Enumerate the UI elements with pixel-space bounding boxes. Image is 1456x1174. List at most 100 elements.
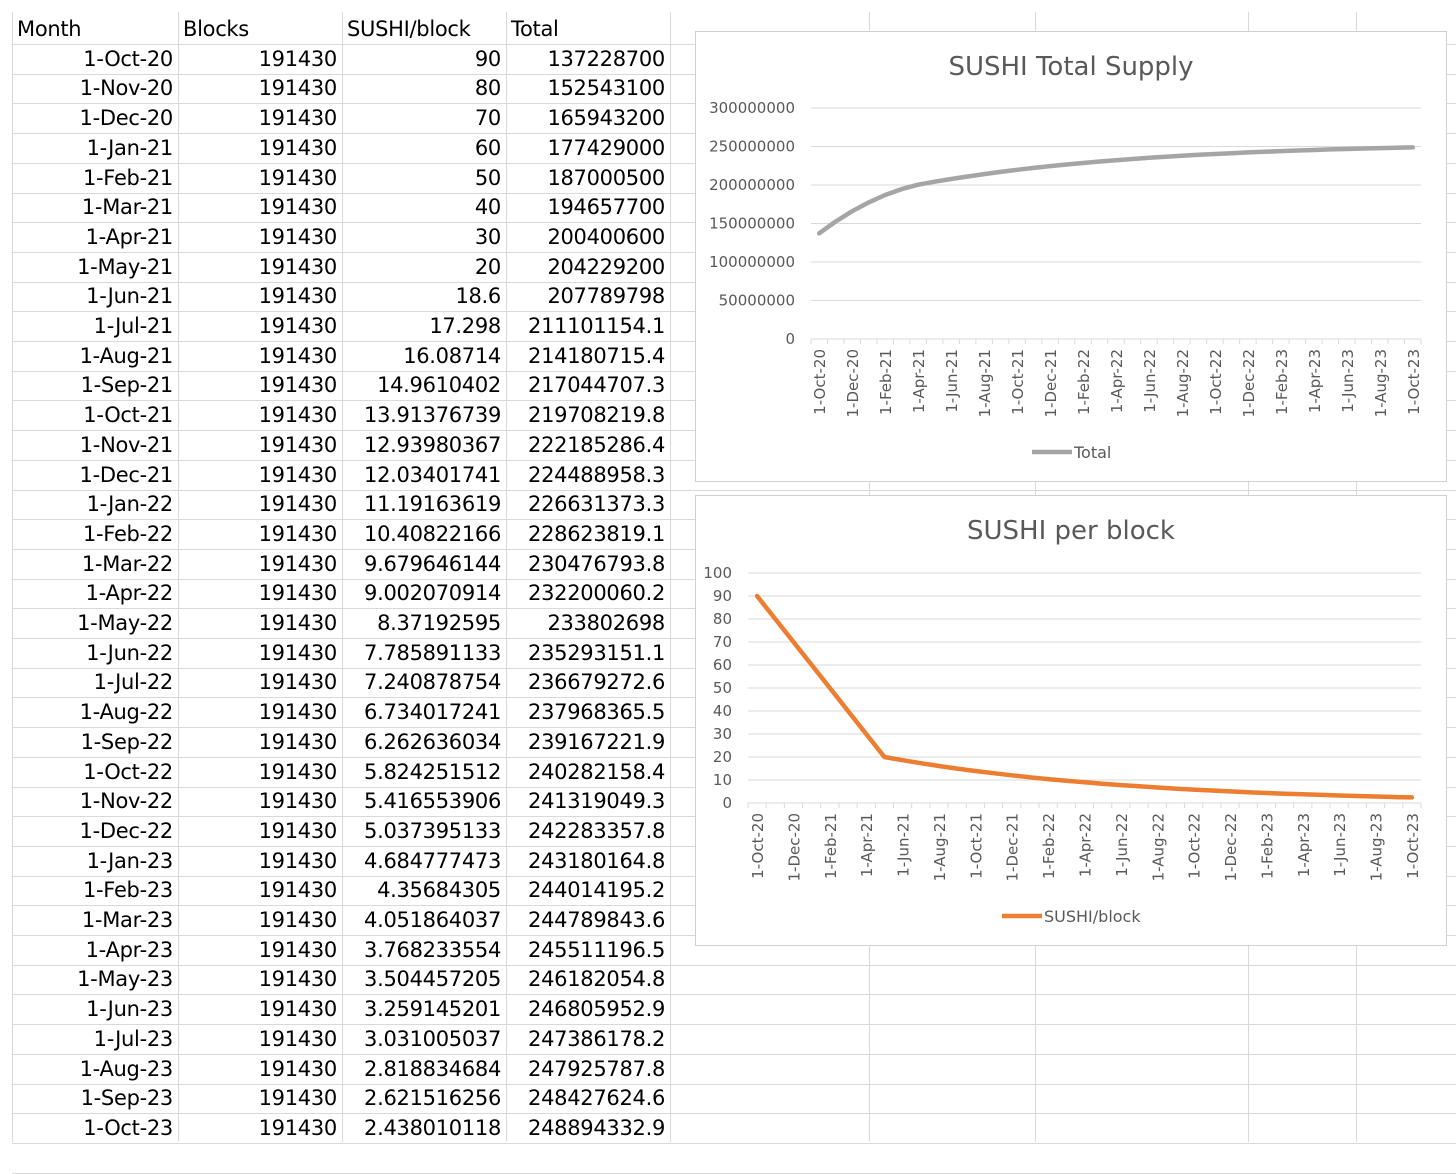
table-cell[interactable]: 1-Feb-23 [82,878,173,902]
table-cell[interactable]: 1-Apr-22 [85,581,174,605]
table-cell[interactable]: 240282158.4 [528,760,665,784]
table-cell[interactable]: 191430 [258,136,338,160]
table-cell[interactable]: 191430 [258,997,338,1021]
table-cell[interactable]: 1-May-22 [77,611,173,635]
table-cell[interactable]: 191430 [258,76,338,100]
table-cell[interactable]: 191430 [258,581,338,605]
table-cell[interactable]: 191430 [258,1027,338,1051]
table-cell[interactable]: 191430 [258,552,338,576]
table-cell[interactable]: 200400600 [547,225,665,249]
table-cell[interactable]: 191430 [258,433,338,457]
table-cell[interactable]: 50 [474,166,501,190]
table-cell[interactable]: 246182054.8 [528,967,665,991]
table-cell[interactable]: 191430 [258,641,338,665]
table-cell[interactable]: 5.824251512 [364,760,501,784]
table-cell[interactable]: 6.734017241 [364,700,501,724]
table-cell[interactable]: 1-Aug-23 [79,1057,174,1081]
table-cell[interactable]: 1-Dec-22 [79,819,174,843]
table-cell[interactable]: 1-May-21 [77,255,173,279]
table-cell[interactable]: 247386178.2 [528,1027,665,1051]
table-cell[interactable]: 16.08714 [403,344,501,368]
table-cell[interactable]: 7.785891133 [364,641,501,665]
table-cell[interactable]: 1-Mar-22 [81,552,173,576]
table-cell[interactable]: 1-Mar-23 [81,908,173,932]
table-cell[interactable]: 2.621516256 [364,1086,501,1110]
table-cell[interactable]: 3.259145201 [364,997,501,1021]
table-cell[interactable]: 20 [474,255,501,279]
table-cell[interactable]: 232200060.2 [528,581,665,605]
table-cell[interactable]: 4.35684305 [377,878,501,902]
table-cell[interactable]: 207789798 [547,284,665,308]
table-cell[interactable]: 1-Aug-21 [79,344,174,368]
table-cell[interactable]: 3.031005037 [364,1027,501,1051]
table-cell[interactable]: 191430 [258,522,338,546]
table-cell[interactable]: 1-Oct-22 [83,760,173,784]
table-cell[interactable]: 246805952.9 [528,997,665,1021]
table-cell[interactable]: 191430 [258,760,338,784]
table-cell[interactable]: 165943200 [547,106,665,130]
table-cell[interactable]: 1-Jan-23 [86,849,174,873]
table-cell[interactable]: 1-May-23 [77,967,173,991]
table-cell[interactable]: 191430 [258,314,338,338]
table-cell[interactable]: 14.9610402 [377,373,501,397]
table-cell[interactable]: 1-Apr-23 [85,938,174,962]
table-cell[interactable]: 191430 [258,967,338,991]
table-cell[interactable]: 247925787.8 [528,1057,665,1081]
column-header[interactable]: Blocks [183,17,249,41]
table-cell[interactable]: 1-Jul-22 [93,670,174,694]
table-cell[interactable]: 1-Nov-21 [79,433,174,457]
table-cell[interactable]: 241319049.3 [528,789,665,813]
table-cell[interactable]: 237968365.5 [528,700,665,724]
table-cell[interactable]: 1-Feb-22 [82,522,173,546]
table-cell[interactable]: 222185286.4 [528,433,665,457]
table-cell[interactable]: 245511196.5 [528,938,665,962]
table-cell[interactable]: 1-Nov-22 [79,789,174,813]
table-cell[interactable]: 30 [474,225,501,249]
table-cell[interactable]: 243180164.8 [528,849,665,873]
table-cell[interactable]: 228623819.1 [528,522,665,546]
table-cell[interactable]: 235293151.1 [528,641,665,665]
table-cell[interactable]: 12.93980367 [364,433,501,457]
column-header[interactable]: Total [511,17,559,41]
table-cell[interactable]: 9.679646144 [364,552,501,576]
table-cell[interactable]: 18.6 [455,284,501,308]
table-cell[interactable]: 11.19163619 [364,492,501,516]
table-cell[interactable]: 233802698 [547,611,665,635]
table-cell[interactable]: 191430 [258,255,338,279]
table-cell[interactable]: 191430 [258,166,338,190]
table-cell[interactable]: 8.37192595 [377,611,501,635]
table-cell[interactable]: 191430 [258,730,338,754]
table-cell[interactable]: 1-Nov-20 [79,76,174,100]
table-cell[interactable]: 191430 [258,106,338,130]
table-cell[interactable]: 1-Dec-21 [79,463,174,487]
table-cell[interactable]: 242283357.8 [528,819,665,843]
table-cell[interactable]: 1-Jul-21 [93,314,174,338]
table-cell[interactable]: 191430 [258,878,338,902]
table-cell[interactable]: 4.684777473 [364,849,501,873]
table-cell[interactable]: 10.40822166 [364,522,501,546]
table-cell[interactable]: 191430 [258,1086,338,1110]
table-cell[interactable]: 191430 [258,1116,338,1140]
table-cell[interactable]: 2.818834684 [364,1057,501,1081]
table-cell[interactable]: 191430 [258,284,338,308]
table-cell[interactable]: 214180715.4 [528,344,665,368]
table-cell[interactable]: 244014195.2 [528,878,665,902]
table-cell[interactable]: 204229200 [547,255,665,279]
table-cell[interactable]: 244789843.6 [528,908,665,932]
table-cell[interactable]: 1-Oct-20 [83,47,173,71]
table-cell[interactable]: 248427624.6 [528,1086,665,1110]
table-cell[interactable]: 7.240878754 [364,670,501,694]
table-cell[interactable]: 9.002070914 [364,581,501,605]
table-cell[interactable]: 137228700 [547,47,665,71]
sushi-per-block-chart[interactable]: SUSHI per block 0 10 20 30 40 50 60 70 80 90 100 1-… [695,495,1447,946]
table-cell[interactable]: 152543100 [547,76,665,100]
table-cell[interactable]: 1-Jun-21 [86,284,173,308]
table-cell[interactable]: 1-Jan-22 [86,492,174,516]
table-cell[interactable]: 5.416553906 [364,789,501,813]
table-cell[interactable]: 191430 [258,344,338,368]
table-cell[interactable]: 1-Feb-21 [82,166,173,190]
table-cell[interactable]: 1-Jan-21 [86,136,174,160]
table-cell[interactable]: 187000500 [547,166,665,190]
table-cell[interactable]: 191430 [258,908,338,932]
table-cell[interactable]: 3.504457205 [364,967,501,991]
